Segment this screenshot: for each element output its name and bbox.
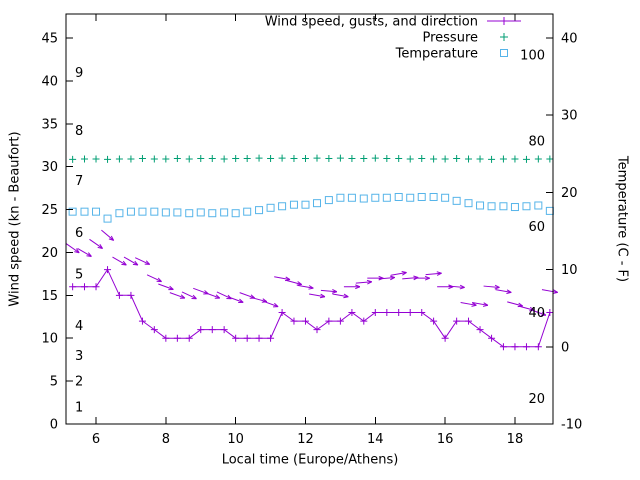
- legend-sample-temperature: [500, 49, 508, 57]
- svg-text:8: 8: [162, 432, 170, 447]
- svg-text:Pressure: Pressure: [422, 31, 478, 46]
- svg-text:Wind speed, gusts, and directi: Wind speed, gusts, and direction: [265, 15, 478, 30]
- svg-text:7: 7: [75, 174, 83, 189]
- legend: Wind speed, gusts, and directionPressure…: [265, 15, 521, 62]
- svg-text:0: 0: [50, 418, 58, 433]
- svg-text:20: 20: [561, 186, 578, 201]
- svg-text:10: 10: [41, 332, 58, 347]
- svg-text:14: 14: [367, 432, 384, 447]
- svg-text:4: 4: [75, 319, 83, 334]
- svg-text:45: 45: [41, 32, 58, 47]
- svg-text:-10: -10: [561, 418, 582, 433]
- svg-text:15: 15: [41, 289, 58, 304]
- svg-text:18: 18: [507, 432, 524, 447]
- svg-text:35: 35: [41, 117, 58, 132]
- svg-text:12: 12: [297, 432, 314, 447]
- beaufort-scale-labels: 1 2 3 4 5 6 7 8 9: [75, 66, 83, 416]
- svg-text:100: 100: [520, 49, 545, 64]
- svg-text:1: 1: [75, 400, 83, 415]
- svg-text:20: 20: [41, 246, 58, 261]
- y-left-axis-title: Wind speed (kn - Beaufort): [7, 131, 23, 307]
- svg-text:30: 30: [41, 160, 58, 175]
- svg-text:8: 8: [75, 124, 83, 139]
- svg-text:5: 5: [75, 267, 83, 282]
- svg-text:9: 9: [75, 66, 83, 81]
- svg-text:6: 6: [75, 226, 83, 241]
- series-wind-speed: [69, 266, 554, 351]
- svg-text:3: 3: [75, 349, 83, 364]
- svg-text:0: 0: [561, 340, 569, 355]
- svg-text:20: 20: [528, 392, 545, 407]
- y-right-axis-title: Temperature (C - F): [614, 155, 630, 283]
- plot-border: [65, 13, 554, 425]
- svg-text:30: 30: [561, 109, 578, 124]
- svg-text:6: 6: [92, 432, 100, 447]
- tick-labels: 6 8 10 12 14 16 18051015202530354045-100102030…: [41, 31, 582, 447]
- series-pressure: [69, 154, 554, 163]
- svg-text:25: 25: [41, 203, 58, 218]
- series-wind-gusts: [65, 229, 559, 316]
- legend-sample-wind-speed: [487, 17, 521, 25]
- fahrenheit-scale-labels: 20 40 60 80 100: [520, 49, 545, 407]
- svg-text:5: 5: [50, 375, 58, 390]
- svg-text:40: 40: [528, 306, 545, 321]
- svg-text:60: 60: [528, 220, 545, 235]
- legend-entry: Temperature: [395, 47, 508, 62]
- svg-text:10: 10: [561, 263, 578, 278]
- svg-text:Temperature: Temperature: [395, 47, 478, 62]
- svg-text:40: 40: [561, 31, 578, 46]
- legend-entry: Wind speed, gusts, and direction: [265, 15, 521, 30]
- x-axis-title: Local time (Europe/Athens): [221, 452, 399, 468]
- svg-text:40: 40: [41, 74, 58, 89]
- legend-sample-pressure: [500, 33, 508, 41]
- svg-text:80: 80: [528, 134, 545, 149]
- axes-ticks: [65, 13, 554, 425]
- svg-text:2: 2: [75, 375, 83, 390]
- series-temperature: [68, 192, 554, 223]
- svg-text:10: 10: [227, 432, 244, 447]
- legend-entry: Pressure: [422, 31, 508, 46]
- svg-text:16: 16: [437, 432, 454, 447]
